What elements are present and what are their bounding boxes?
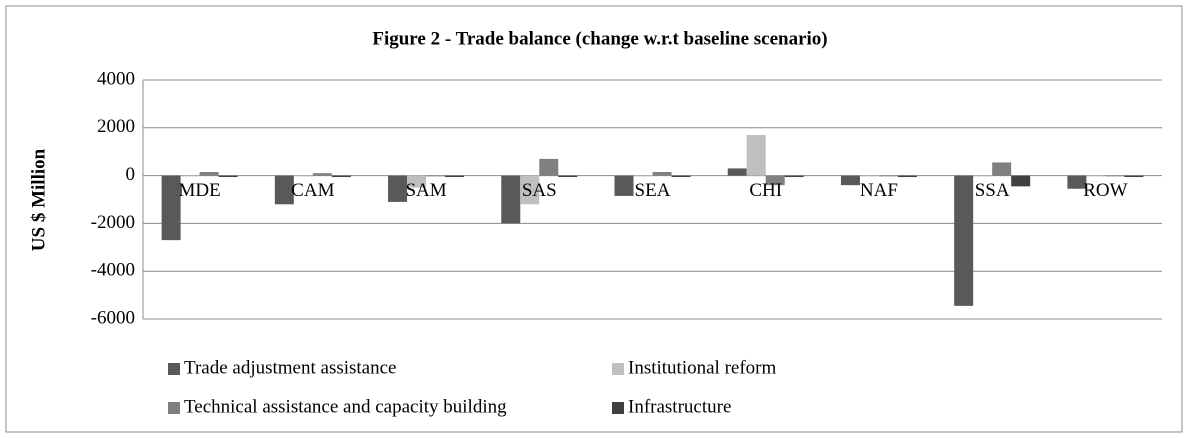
bar <box>859 175 879 177</box>
bar <box>558 175 578 178</box>
legend-label: Trade adjustment assistance <box>184 357 396 378</box>
x-tick-label: SEA <box>635 180 671 201</box>
bar <box>671 175 691 178</box>
bar <box>1067 175 1087 189</box>
bar <box>520 175 540 205</box>
bar <box>973 175 993 177</box>
legend-label: Technical assistance and capacity buildi… <box>184 396 507 417</box>
bar <box>840 175 860 186</box>
bar <box>331 175 351 178</box>
x-tick-label: MDE <box>178 180 220 201</box>
bar <box>1124 175 1144 178</box>
bar <box>407 175 427 188</box>
x-tick-label: CAM <box>291 180 334 201</box>
bar <box>633 175 653 177</box>
bar <box>1105 175 1125 177</box>
bar <box>765 175 785 186</box>
x-tick-label: SAM <box>405 180 446 201</box>
bar <box>312 173 332 176</box>
y-tick-label: 2000 <box>97 116 135 137</box>
bar <box>218 175 238 178</box>
y-tick-label: 4000 <box>97 68 135 89</box>
bar <box>897 175 917 178</box>
bar <box>1011 175 1031 187</box>
bar <box>614 175 634 196</box>
bar <box>388 175 408 202</box>
x-tick-label: NAF <box>860 180 898 201</box>
bar <box>746 134 766 176</box>
legend-swatch <box>612 363 624 375</box>
bar <box>954 175 974 306</box>
legend-swatch <box>612 402 624 414</box>
bar <box>992 162 1012 176</box>
bar <box>1086 175 1106 177</box>
bar <box>274 175 294 205</box>
bar <box>878 175 898 177</box>
bar <box>784 175 804 178</box>
bar <box>652 172 672 176</box>
chart-frame <box>5 5 1183 433</box>
bar <box>426 175 446 177</box>
bar <box>161 175 181 241</box>
bar <box>501 175 521 224</box>
bar <box>445 175 465 178</box>
y-tick-label: -6000 <box>91 307 135 328</box>
y-tick-label: -2000 <box>91 212 135 233</box>
chart-title: Figure 2 - Trade balance (change w.r.t b… <box>372 28 827 49</box>
bar <box>727 168 747 176</box>
legend-label: Institutional reform <box>628 357 776 378</box>
x-tick-label: SAS <box>522 180 557 201</box>
x-tick-label: SSA <box>975 180 1010 201</box>
y-tick-label: -4000 <box>91 260 135 281</box>
legend-label: Infrastructure <box>628 396 731 417</box>
bar <box>293 175 313 177</box>
legend-swatch <box>168 363 180 375</box>
x-tick-label: ROW <box>1083 180 1127 201</box>
x-tick-label: CHI <box>749 180 782 201</box>
bar <box>180 175 200 177</box>
bar <box>539 158 559 176</box>
y-tick-label: 0 <box>126 164 136 185</box>
legend-swatch <box>168 402 180 414</box>
y-axis-title: US $ Million <box>28 148 49 251</box>
bar <box>199 172 219 176</box>
